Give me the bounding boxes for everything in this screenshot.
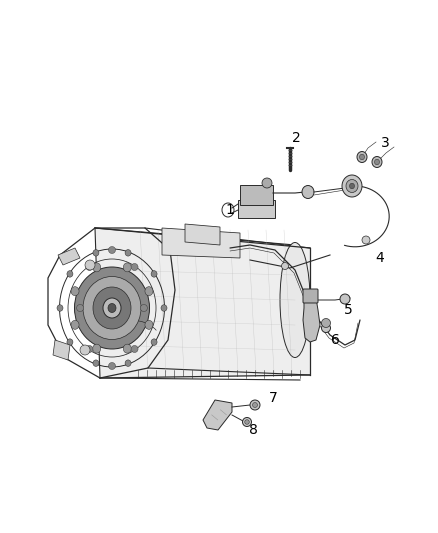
Ellipse shape bbox=[350, 183, 354, 189]
Text: 1: 1 bbox=[226, 203, 234, 217]
Circle shape bbox=[141, 304, 148, 311]
Text: 8: 8 bbox=[248, 423, 258, 437]
Polygon shape bbox=[95, 228, 310, 378]
Ellipse shape bbox=[250, 400, 260, 410]
Ellipse shape bbox=[280, 243, 310, 358]
Ellipse shape bbox=[93, 360, 99, 366]
Ellipse shape bbox=[145, 287, 153, 296]
Ellipse shape bbox=[245, 420, 249, 424]
Ellipse shape bbox=[67, 339, 73, 345]
Circle shape bbox=[86, 263, 93, 270]
Circle shape bbox=[86, 345, 93, 352]
Circle shape bbox=[80, 345, 90, 355]
Polygon shape bbox=[240, 185, 273, 205]
Ellipse shape bbox=[161, 305, 167, 311]
Ellipse shape bbox=[108, 303, 116, 312]
Ellipse shape bbox=[71, 287, 79, 296]
Ellipse shape bbox=[262, 178, 272, 188]
Circle shape bbox=[85, 260, 95, 270]
Polygon shape bbox=[203, 400, 232, 430]
Ellipse shape bbox=[321, 324, 331, 333]
Ellipse shape bbox=[125, 249, 131, 256]
Polygon shape bbox=[53, 340, 70, 360]
Ellipse shape bbox=[124, 263, 131, 272]
Text: 2: 2 bbox=[292, 131, 300, 145]
Polygon shape bbox=[303, 298, 320, 342]
Circle shape bbox=[109, 246, 116, 254]
Ellipse shape bbox=[145, 320, 153, 329]
Ellipse shape bbox=[83, 277, 141, 340]
Ellipse shape bbox=[372, 157, 382, 167]
Ellipse shape bbox=[93, 263, 101, 272]
Ellipse shape bbox=[57, 305, 63, 311]
Polygon shape bbox=[162, 228, 240, 258]
Ellipse shape bbox=[103, 298, 121, 318]
Ellipse shape bbox=[93, 344, 101, 353]
Polygon shape bbox=[58, 248, 80, 265]
Ellipse shape bbox=[346, 180, 358, 192]
Ellipse shape bbox=[362, 236, 370, 244]
Circle shape bbox=[131, 263, 138, 270]
Ellipse shape bbox=[93, 249, 99, 256]
Ellipse shape bbox=[302, 185, 314, 198]
FancyBboxPatch shape bbox=[303, 289, 318, 303]
Ellipse shape bbox=[282, 262, 289, 270]
Ellipse shape bbox=[342, 175, 362, 197]
Ellipse shape bbox=[151, 271, 157, 277]
Text: 6: 6 bbox=[331, 333, 339, 347]
Text: 3: 3 bbox=[381, 136, 389, 150]
Ellipse shape bbox=[124, 344, 131, 353]
Circle shape bbox=[77, 304, 84, 311]
Polygon shape bbox=[185, 224, 220, 245]
Circle shape bbox=[321, 319, 331, 327]
Ellipse shape bbox=[340, 294, 350, 304]
Ellipse shape bbox=[374, 159, 379, 165]
Polygon shape bbox=[238, 200, 275, 218]
Ellipse shape bbox=[252, 402, 258, 408]
Ellipse shape bbox=[357, 151, 367, 163]
Text: 7: 7 bbox=[268, 391, 277, 405]
Ellipse shape bbox=[67, 271, 73, 277]
Ellipse shape bbox=[360, 154, 364, 160]
Ellipse shape bbox=[74, 267, 149, 349]
Text: 5: 5 bbox=[344, 303, 353, 317]
Circle shape bbox=[131, 345, 138, 352]
Ellipse shape bbox=[93, 287, 131, 329]
Circle shape bbox=[109, 362, 116, 369]
Ellipse shape bbox=[243, 417, 251, 426]
Ellipse shape bbox=[71, 320, 79, 329]
Text: 4: 4 bbox=[376, 251, 385, 265]
Ellipse shape bbox=[151, 339, 157, 345]
Ellipse shape bbox=[125, 360, 131, 366]
